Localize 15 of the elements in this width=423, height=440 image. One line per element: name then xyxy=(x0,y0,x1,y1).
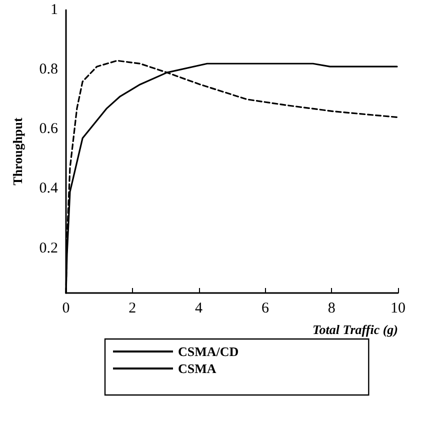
x-tick-label: 4 xyxy=(195,300,204,316)
legend-label: CSMA xyxy=(178,361,217,376)
x-tick-label: 10 xyxy=(390,300,406,316)
y-tick-label: 1 xyxy=(50,2,58,18)
y-tick-label: 0.6 xyxy=(39,121,58,138)
x-tick-label: 8 xyxy=(328,300,336,316)
x-tick-label: 2 xyxy=(128,300,136,316)
x-axis-title: Total Traffic (g) xyxy=(312,322,398,337)
y-tick-label: 0.8 xyxy=(39,62,58,78)
y-tick-label: 0.2 xyxy=(39,240,58,256)
y-tick-label: 0.4 xyxy=(39,180,58,197)
y-axis-title: Throughput xyxy=(10,116,25,186)
x-tick-label: 6 xyxy=(261,300,270,316)
x-tick-label: 0 xyxy=(62,300,70,316)
legend-label: CSMA/CD xyxy=(178,344,239,359)
